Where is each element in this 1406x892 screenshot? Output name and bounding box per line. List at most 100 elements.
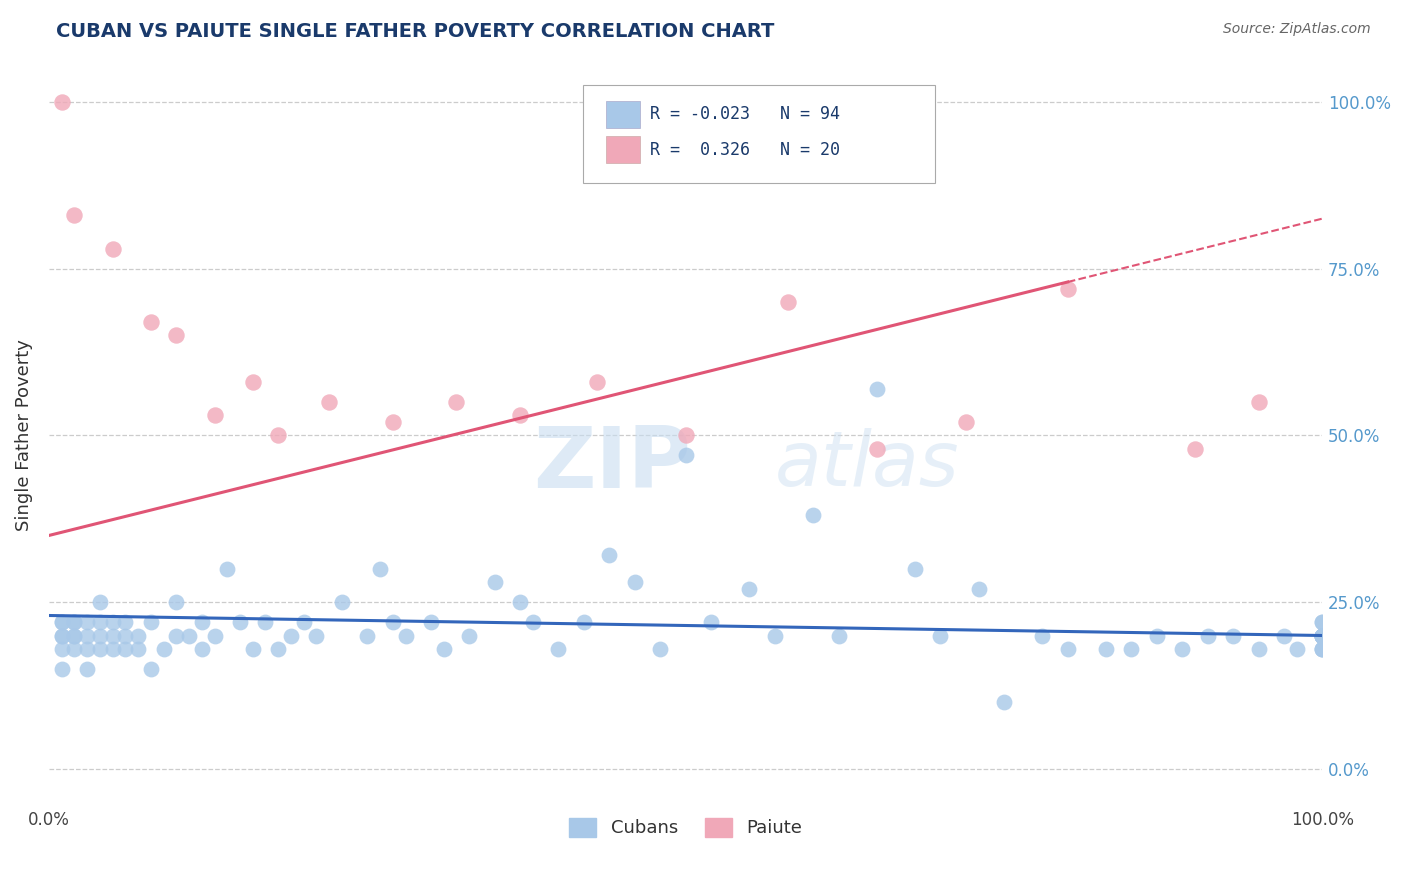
- Point: [76, 641, 98, 656]
- Point: [89, 615, 111, 629]
- Point: [1171, 641, 1194, 656]
- Point: [242, 375, 264, 389]
- Point: [547, 641, 569, 656]
- Point: [1056, 282, 1078, 296]
- Text: R =  0.326   N = 20: R = 0.326 N = 20: [650, 141, 839, 159]
- Point: [165, 628, 187, 642]
- Point: [1312, 641, 1334, 656]
- Point: [280, 628, 302, 642]
- Point: [101, 641, 124, 656]
- Point: [89, 628, 111, 642]
- Point: [1272, 628, 1295, 642]
- Point: [381, 415, 404, 429]
- Point: [598, 549, 620, 563]
- Point: [51, 95, 73, 109]
- Text: atlas: atlas: [775, 428, 959, 501]
- Point: [89, 641, 111, 656]
- Point: [267, 428, 290, 442]
- Point: [191, 641, 214, 656]
- Point: [433, 641, 456, 656]
- Point: [51, 641, 73, 656]
- Point: [267, 641, 290, 656]
- Point: [1312, 628, 1334, 642]
- Point: [675, 428, 697, 442]
- Point: [866, 382, 889, 396]
- Point: [51, 615, 73, 629]
- Point: [446, 395, 468, 409]
- Point: [63, 615, 86, 629]
- Point: [204, 628, 226, 642]
- Point: [139, 615, 162, 629]
- Point: [305, 628, 328, 642]
- Point: [63, 208, 86, 222]
- Point: [675, 449, 697, 463]
- Point: [776, 295, 799, 310]
- Point: [458, 628, 481, 642]
- Point: [1312, 641, 1334, 656]
- Point: [866, 442, 889, 456]
- Point: [929, 628, 952, 642]
- Point: [76, 628, 98, 642]
- Point: [76, 615, 98, 629]
- Point: [114, 615, 136, 629]
- Point: [1312, 628, 1334, 642]
- Point: [114, 641, 136, 656]
- Y-axis label: Single Father Poverty: Single Father Poverty: [15, 340, 32, 532]
- Point: [51, 615, 73, 629]
- Point: [967, 582, 990, 596]
- Point: [1031, 628, 1053, 642]
- Point: [623, 575, 645, 590]
- Point: [63, 628, 86, 642]
- Point: [522, 615, 544, 629]
- Text: R = -0.023   N = 94: R = -0.023 N = 94: [650, 105, 839, 123]
- Point: [63, 615, 86, 629]
- Point: [1312, 615, 1334, 629]
- Point: [127, 628, 149, 642]
- Point: [572, 615, 595, 629]
- Point: [76, 662, 98, 676]
- Point: [1197, 628, 1219, 642]
- Point: [89, 595, 111, 609]
- Point: [420, 615, 443, 629]
- Point: [1056, 641, 1078, 656]
- Point: [827, 628, 849, 642]
- Point: [51, 662, 73, 676]
- Point: [217, 562, 239, 576]
- Text: Source: ZipAtlas.com: Source: ZipAtlas.com: [1223, 22, 1371, 37]
- Point: [509, 595, 531, 609]
- Point: [381, 615, 404, 629]
- Point: [1312, 628, 1334, 642]
- Point: [101, 628, 124, 642]
- Legend: Cubans, Paiute: Cubans, Paiute: [562, 811, 810, 845]
- Point: [1312, 641, 1334, 656]
- Point: [292, 615, 315, 629]
- Point: [318, 395, 340, 409]
- Point: [1312, 615, 1334, 629]
- Point: [191, 615, 214, 629]
- Point: [356, 628, 378, 642]
- Point: [165, 328, 187, 343]
- Point: [1247, 395, 1270, 409]
- Point: [1312, 628, 1334, 642]
- Point: [368, 562, 391, 576]
- Point: [101, 242, 124, 256]
- Point: [1121, 641, 1143, 656]
- Point: [1247, 641, 1270, 656]
- Point: [955, 415, 977, 429]
- Point: [101, 615, 124, 629]
- Text: ZIP: ZIP: [533, 423, 690, 507]
- Point: [139, 315, 162, 329]
- Point: [1222, 628, 1244, 642]
- Point: [63, 641, 86, 656]
- Point: [330, 595, 353, 609]
- Point: [1095, 641, 1118, 656]
- Point: [51, 628, 73, 642]
- Point: [127, 641, 149, 656]
- Point: [650, 641, 672, 656]
- Point: [229, 615, 252, 629]
- Point: [1312, 628, 1334, 642]
- Point: [763, 628, 786, 642]
- Point: [165, 595, 187, 609]
- Point: [204, 409, 226, 423]
- Point: [152, 641, 174, 656]
